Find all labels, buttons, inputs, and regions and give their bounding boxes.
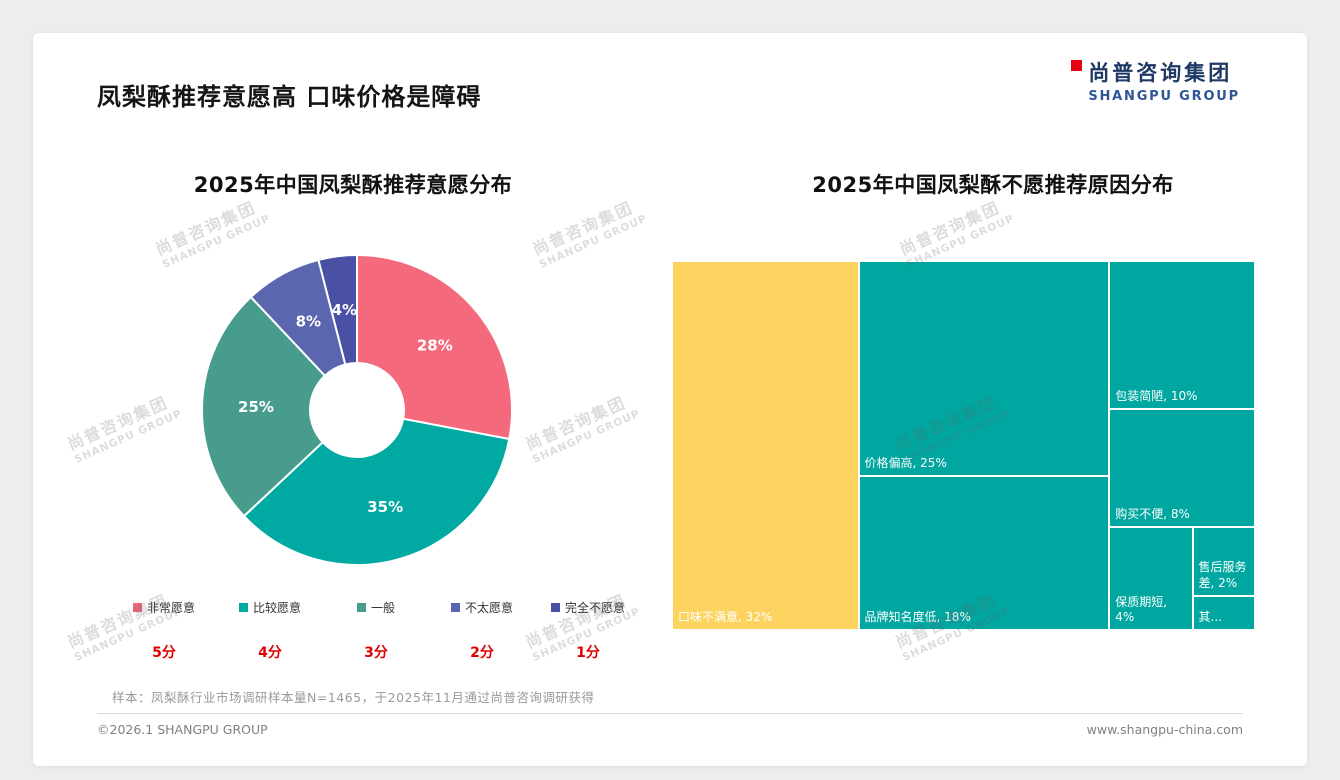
treemap-tile-label: 购买不便, 8% <box>1115 507 1190 522</box>
donut-slice-1 <box>356 253 513 441</box>
donut-slice-2 <box>242 417 511 566</box>
donut-slice-value-label: 25% <box>238 398 274 416</box>
donut-legend: 非常愿意 5分 比较愿意 4分 一般 3分 不太愿意 2分 完全不愿意 1分 <box>111 599 641 662</box>
company-logo: 尚普咨询集团 SHANGPU GROUP <box>1071 57 1240 104</box>
legend-swatch-icon <box>450 603 460 612</box>
watermark-text: 尚普咨询集团 SHANGPU GROUP <box>64 392 185 466</box>
legend-col: 不太愿意 2分 <box>429 599 535 662</box>
legend-score: 4分 <box>258 645 282 661</box>
treemap-tile: 售后服务差, 2% <box>1192 526 1255 596</box>
legend-swatch-icon <box>356 603 366 612</box>
legend-swatch-icon <box>238 603 248 612</box>
watermark-text: 尚普咨询集团 SHANGPU GROUP <box>529 197 650 271</box>
page-title: 凤梨酥推荐意愿高 口味价格是障碍 <box>97 83 482 111</box>
treemap-tile-label: 口味不满意, 32% <box>678 610 773 625</box>
legend-label: 完全不愿意 <box>564 601 625 615</box>
logo-text-cn: 尚普咨询集团 <box>1088 61 1233 85</box>
donut-slice-value-label: 28% <box>417 337 453 355</box>
treemap-tile-label: 品牌知名度低, 18% <box>864 610 971 625</box>
treemap-tile: 保质期短, 4% <box>1109 526 1193 630</box>
donut-chart-title: 2025年中国凤梨酥推荐意愿分布 <box>193 173 513 197</box>
treemap-tile-label: 价格偏高, 25% <box>864 455 947 470</box>
treemap-tile: 品牌知名度低, 18% <box>858 475 1110 630</box>
legend-item: 不太愿意 <box>450 599 513 616</box>
treemap-tile-label: 其... <box>1198 610 1222 625</box>
legend-label: 非常愿意 <box>146 601 195 615</box>
legend-item: 一般 <box>356 599 395 616</box>
watermark-text: 尚普咨询集团 SHANGPU GROUP <box>522 392 643 466</box>
legend-col: 一般 3分 <box>323 599 429 662</box>
legend-label: 比较愿意 <box>252 601 301 615</box>
legend-label: 一般 <box>370 601 395 615</box>
legend-item: 完全不愿意 <box>550 599 625 616</box>
legend-col: 非常愿意 5分 <box>111 599 217 662</box>
footer-website: www.shangpu-china.com <box>1086 722 1243 737</box>
slide-card: 凤梨酥推荐意愿高 口味价格是障碍 尚普咨询集团 SHANGPU GROUP 20… <box>33 33 1307 766</box>
legend-label: 不太愿意 <box>464 601 513 615</box>
legend-item: 非常愿意 <box>132 599 195 616</box>
logo-mark-icon <box>1071 60 1083 71</box>
legend-swatch-icon <box>132 603 142 612</box>
legend-score: 5分 <box>152 645 176 661</box>
donut-slice-value-label: 35% <box>367 498 403 516</box>
legend-score: 2分 <box>470 645 494 661</box>
donut-slice-5 <box>317 253 358 366</box>
treemap-tile-label: 包装简陋, 10% <box>1115 389 1198 403</box>
legend-item: 比较愿意 <box>238 599 301 616</box>
donut-chart: 28% 35% 25% 8% 4% <box>187 240 527 580</box>
treemap-tile-label: 售后服务差, 2% <box>1198 560 1247 590</box>
footer-copyright: ©2026.1 SHANGPU GROUP <box>97 722 268 737</box>
legend-col: 比较愿意 4分 <box>217 599 323 662</box>
treemap-chart-title: 2025年中国凤梨酥不愿推荐原因分布 <box>812 173 1174 197</box>
logo-text-en: SHANGPU GROUP <box>1088 89 1240 104</box>
legend-score: 1分 <box>576 645 600 661</box>
legend-score: 3分 <box>364 645 388 661</box>
watermark-text: 尚普咨询集团 SHANGPU GROUP <box>896 197 1017 271</box>
sample-note: 样本：凤梨酥行业市场调研样本量N=1465，于2025年11月通过尚普咨询调研获… <box>112 690 595 705</box>
treemap-chart: 口味不满意, 32% 价格偏高, 25% 品牌知名度低, 18% 包装简陋, 10% 购… <box>672 261 1255 630</box>
treemap-tile: 价格偏高, 25% <box>858 261 1110 476</box>
footer-divider <box>97 713 1243 714</box>
donut-slice-3 <box>201 295 327 518</box>
legend-col: 完全不愿意 1分 <box>535 599 641 662</box>
treemap-tile: 购买不便, 8% <box>1109 408 1255 527</box>
treemap-tile: 其... <box>1192 595 1255 630</box>
treemap-tile-label: 保质期短, 4% <box>1115 594 1168 625</box>
treemap-tile: 口味不满意, 32% <box>672 261 859 630</box>
treemap-tile: 包装简陋, 10% <box>1109 261 1255 409</box>
legend-swatch-icon <box>550 603 560 612</box>
donut-slice-value-label: 8% <box>296 313 321 331</box>
donut-slice-value-label: 4% <box>332 301 357 319</box>
